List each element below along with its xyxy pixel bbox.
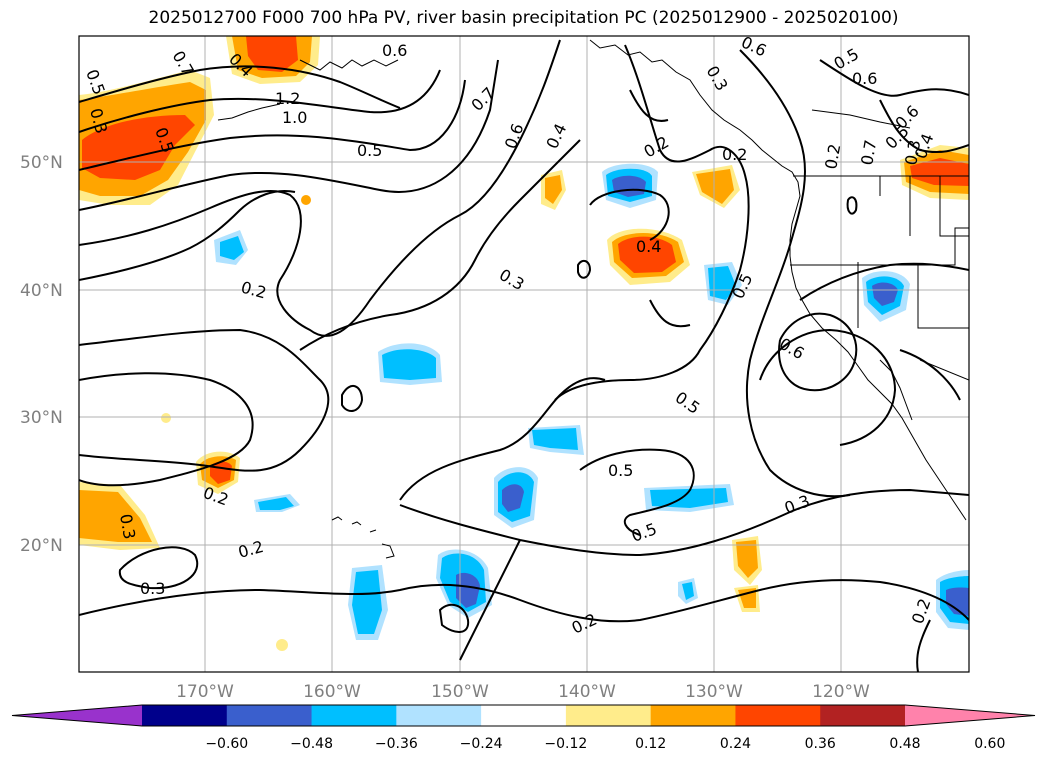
lon-label: 170°W: [176, 682, 234, 702]
colorbar-swatch: [226, 705, 313, 726]
contour-label: 0.5: [357, 141, 382, 160]
lat-label: 20°N: [20, 536, 63, 556]
colorbar-extension-high: [905, 705, 1035, 726]
contour-label: 0.3: [140, 579, 165, 598]
colorbar: −0.60 −0.48 −0.36 −0.24 −0.12 0.12 0.24 0.36 0.4…: [11, 704, 1036, 752]
colorbar-swatch: [735, 705, 821, 726]
lat-label: 50°N: [20, 153, 63, 173]
positive-anomaly-region: [545, 175, 562, 204]
colorbar-tick-label: −0.12: [544, 736, 587, 752]
negative-anomaly-region: [946, 587, 969, 616]
colorbar-tick-label: −0.48: [290, 736, 333, 752]
contour-label: 0.3: [901, 138, 924, 166]
negative-anomaly-region: [456, 572, 480, 608]
negative-anomaly-region: [502, 484, 524, 512]
colorbar-extension-low: [12, 705, 142, 726]
graticule: [79, 36, 969, 672]
contour-label: 0.2: [722, 145, 747, 164]
positive-anomaly-region: [301, 195, 311, 205]
lon-label: 150°W: [431, 682, 489, 702]
colorbar-tick-label: 0.60: [974, 736, 1005, 752]
map-border: [78, 35, 970, 673]
contour-label: 0.6: [382, 41, 407, 60]
negative-anomaly-region: [708, 266, 736, 300]
negative-anomaly-region: [258, 497, 294, 510]
colorbar-tick-label: 0.36: [805, 736, 836, 752]
colorbar-swatch: [396, 705, 482, 726]
pv-contours: [79, 39, 969, 672]
colorbar-tick-label: −0.60: [205, 736, 248, 752]
lat-label: 40°N: [20, 281, 63, 301]
positive-anomaly-region: [910, 158, 969, 186]
positive-anomaly-region: [79, 490, 152, 542]
contour-label: 1.2: [275, 89, 300, 108]
lon-label: 120°W: [812, 682, 870, 702]
colorbar-tick-label: 0.12: [635, 736, 666, 752]
lon-label: 130°W: [685, 682, 743, 702]
positive-anomaly-region: [618, 236, 676, 273]
map-title: 2025012700 F000 700 hPa PV, river basin …: [148, 8, 899, 28]
colorbar-swatch: [820, 705, 906, 726]
map-panel: [79, 36, 969, 672]
colorbar-swatch: [650, 705, 736, 726]
colorbar-tick-label: −0.36: [375, 736, 418, 752]
lon-label: 160°W: [303, 682, 361, 702]
contour-label: 0.5: [608, 461, 633, 480]
positive-anomaly-region: [736, 540, 758, 578]
contour-label: 0.3: [116, 512, 139, 540]
lat-label: 30°N: [20, 408, 63, 428]
longitude-labels: 170°W 160°W 150°W 140°W 130°W 120°W: [176, 682, 870, 702]
lon-label: 140°W: [558, 682, 616, 702]
contour-label: 0.4: [636, 237, 661, 256]
colorbar-swatch: [481, 705, 567, 726]
negative-anomaly-region: [650, 488, 728, 508]
colorbar-outline: [11, 704, 1036, 727]
latitude-labels: 50°N 40°N 30°N 20°N: [20, 153, 63, 556]
negative-anomaly-region: [532, 428, 578, 450]
colorbar-tick-label: −0.24: [460, 736, 503, 752]
contour-label: 0.6: [852, 69, 877, 88]
colorbar-tick-label: 0.24: [720, 736, 751, 752]
colorbar-swatch: [142, 705, 228, 726]
colorbar-swatch: [311, 705, 397, 726]
negative-anomaly-region: [382, 349, 436, 380]
positive-anomaly-region: [82, 115, 195, 180]
negative-anomaly-region: [220, 236, 244, 260]
contour-label: 1.0: [282, 108, 307, 127]
positive-anomaly-region: [276, 639, 288, 651]
coastline: [217, 39, 969, 559]
negative-anomaly-region: [352, 570, 382, 634]
colorbar-tick-label: 0.48: [889, 736, 920, 752]
contour-label: 0.7: [857, 138, 880, 166]
positive-anomaly-region: [696, 169, 734, 204]
negative-anomaly-region: [872, 282, 898, 306]
positive-anomaly-region: [246, 36, 298, 72]
positive-anomaly-region: [161, 413, 171, 423]
contour-label: 0.2: [821, 142, 844, 170]
colorbar-swatch: [565, 705, 652, 726]
negative-anomaly-region: [682, 582, 694, 600]
